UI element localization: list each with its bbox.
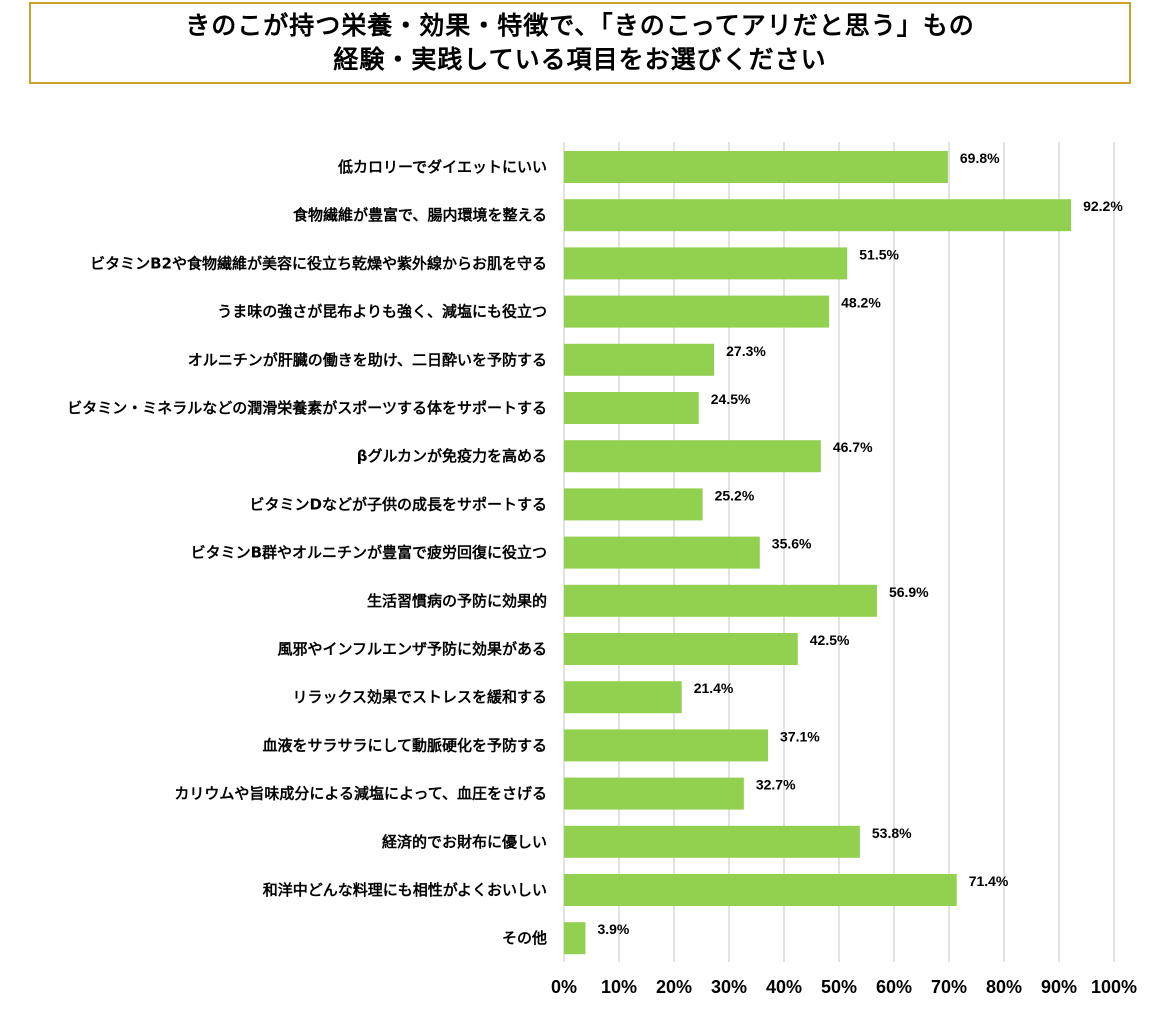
category-label: うま味の強さが昆布よりも強く、減塩にも役立つ	[217, 303, 547, 321]
category-label: ビタミンB群やオルニチンが豊富で疲労回復に役立つ	[191, 544, 547, 562]
bar	[564, 440, 821, 473]
category-label: ビタミンB2や食物繊維が美容に役立ち乾燥や紫外線からお肌を守る	[90, 254, 547, 272]
x-tick-label: 50%	[821, 977, 857, 997]
bar	[564, 584, 877, 617]
bar	[564, 729, 769, 762]
category-label: リラックス効果でストレスを緩和する	[292, 688, 547, 706]
x-axis-tick-labels: 0% 10% 20% 30% 40% 50% 60% 70% 80% 90% 100%	[551, 977, 1137, 997]
bar	[564, 392, 699, 424]
bar	[564, 536, 760, 569]
x-tick-label: 60%	[876, 977, 912, 997]
data-label: 35.6%	[772, 536, 812, 552]
data-label: 25.2%	[715, 487, 755, 503]
chart-title-line-1: きのこが持つ栄養・効果・特徴で、「きのこってアリだと思う」もの	[185, 11, 975, 40]
data-label: 92.2%	[1083, 198, 1123, 214]
x-tick-label: 100%	[1091, 977, 1137, 997]
bars	[564, 151, 1072, 955]
category-label: 生活習慣病の予防に効果的	[367, 592, 547, 610]
data-label: 32.7%	[756, 777, 796, 793]
bar	[564, 777, 744, 810]
category-label: ビタミン・ミネラルなどの潤滑栄養素がスポーツする体をサポートする	[67, 399, 547, 417]
bar	[564, 922, 586, 955]
data-label: 37.1%	[780, 728, 820, 744]
category-labels: 低カロリーでダイエットにいい食物繊維が豊富で、腸内環境を整えるビタミンB2や食物…	[67, 158, 547, 947]
category-label: 食物繊維が豊富で、腸内環境を整える	[293, 206, 547, 224]
category-label: 経済的でお財布に優しい	[382, 833, 547, 851]
bar	[564, 874, 957, 906]
data-label: 46.7%	[833, 439, 873, 455]
x-tick-label: 70%	[931, 977, 967, 997]
data-label: 21.4%	[694, 680, 734, 696]
bar	[564, 825, 860, 858]
bar	[564, 681, 682, 714]
data-label: 56.9%	[889, 584, 929, 600]
data-label: 48.2%	[841, 295, 881, 311]
data-label: 24.5%	[711, 391, 751, 407]
category-label: その他	[502, 929, 547, 947]
category-label: 風邪やインフルエンザ予防に効果がある	[277, 640, 547, 658]
bar	[564, 247, 848, 280]
bar	[564, 151, 948, 183]
chart-title-line-2: 経験・実践している項目をお選びください	[333, 45, 827, 74]
bar	[564, 633, 798, 665]
category-label: βグルカンが免疫力を高める	[357, 447, 547, 465]
data-label: 3.9%	[597, 921, 629, 937]
x-tick-label: 0%	[551, 977, 577, 997]
bar	[564, 199, 1072, 232]
category-label: カリウムや旨味成分による減塩によって、血圧をさげる	[174, 785, 547, 803]
data-label: 51.5%	[859, 246, 899, 262]
category-label: ビタミンDなどが子供の成長をサポートする	[250, 495, 547, 513]
bar	[564, 343, 715, 376]
category-label: 和洋中どんな料理にも相性がよくおいしい	[263, 881, 547, 899]
x-tick-label: 10%	[601, 977, 637, 997]
bar	[564, 488, 703, 521]
data-label: 27.3%	[726, 343, 766, 359]
x-tick-label: 90%	[1041, 977, 1077, 997]
chart-title-box: きのこが持つ栄養・効果・特徴で、「きのこってアリだと思う」もの 経験・実践してい…	[29, 2, 1131, 84]
x-tick-label: 20%	[656, 977, 692, 997]
data-label: 69.8%	[960, 150, 1000, 166]
bar	[564, 295, 830, 328]
category-label: 血液をサラサラにして動脈硬化を予防する	[262, 736, 547, 754]
x-tick-label: 40%	[766, 977, 802, 997]
x-tick-label: 30%	[711, 977, 747, 997]
category-label: オルニチンが肝臓の働きを助け、二日酔いを予防する	[188, 351, 547, 369]
data-label: 71.4%	[969, 873, 1009, 889]
value-labels: 69.8% 92.2% 51.5% 48.2% 27.3% 24.5% 46.7% 25.2%…	[597, 150, 1123, 937]
data-label: 42.5%	[810, 632, 850, 648]
category-label: 低カロリーでダイエットにいい	[337, 158, 547, 176]
data-label: 53.8%	[872, 825, 912, 841]
x-tick-label: 80%	[986, 977, 1022, 997]
